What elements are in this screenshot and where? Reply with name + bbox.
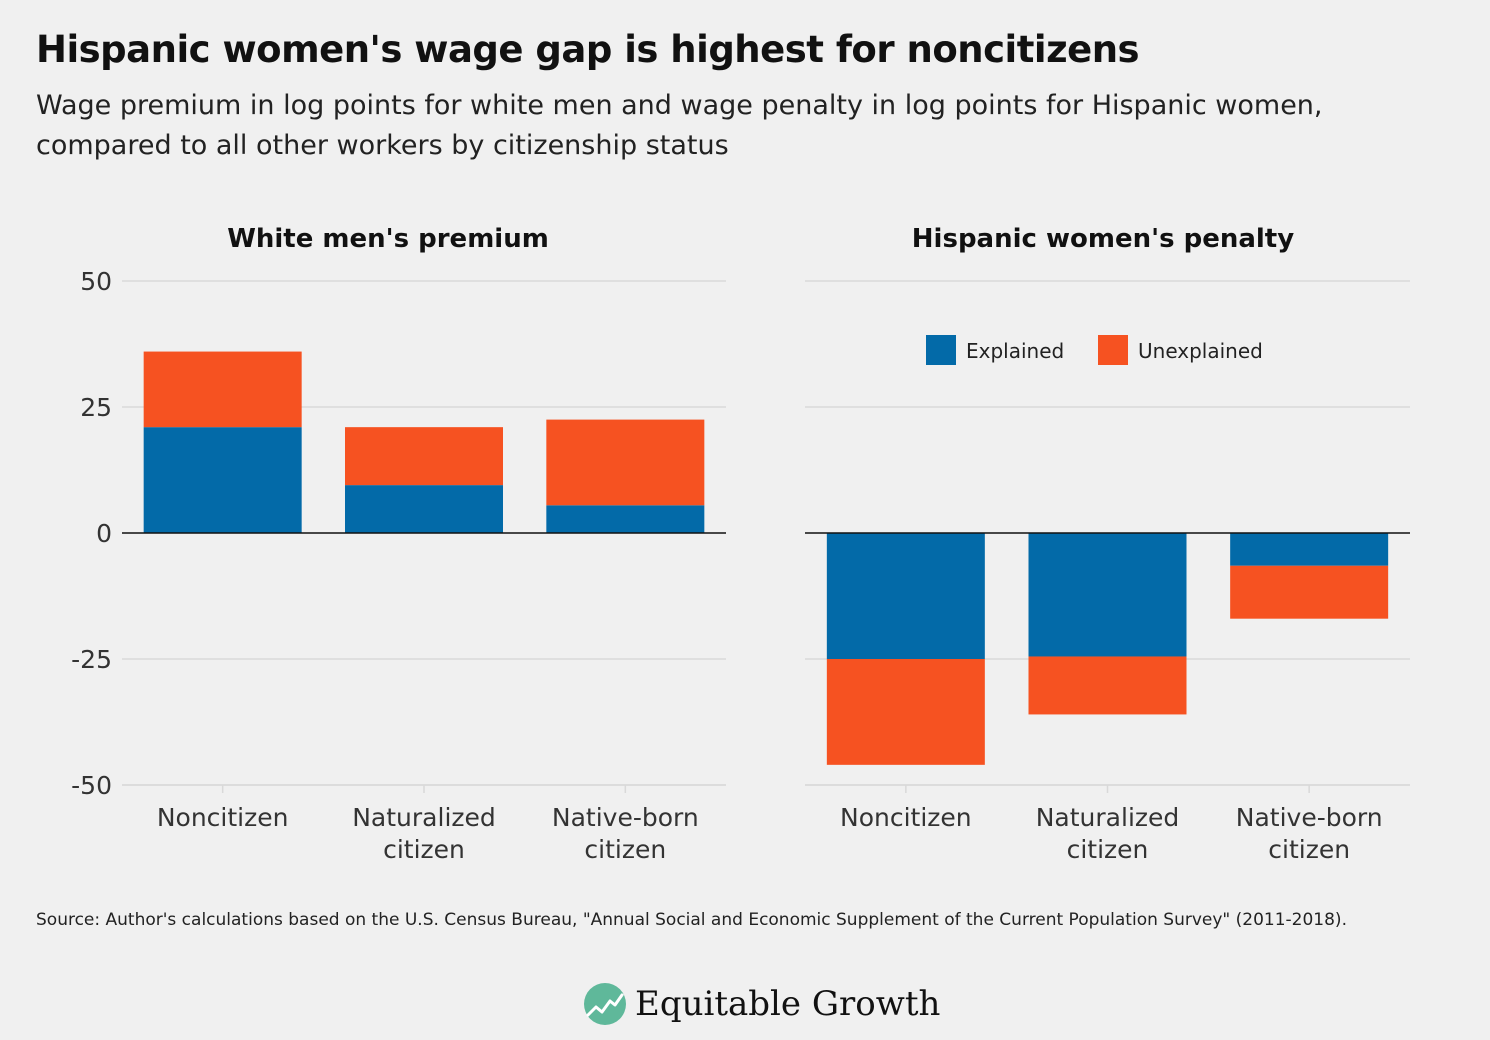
white-men-panel-title: White men's premium bbox=[227, 224, 549, 254]
hispanic-women-bar-explained bbox=[1230, 533, 1389, 566]
x-tick-label: Native-born citizen bbox=[1236, 803, 1383, 864]
growth-chart-icon bbox=[584, 983, 626, 1025]
hispanic-women-bar-unexplained bbox=[1230, 565, 1389, 619]
x-tick-label-line: Naturalized bbox=[352, 803, 496, 832]
x-tick-label: Naturalized citizen bbox=[1036, 803, 1180, 864]
x-tick-label: Naturalized citizen bbox=[352, 803, 496, 864]
white-men-bar-unexplained bbox=[143, 351, 302, 428]
x-tick-label: Noncitizen bbox=[157, 803, 289, 832]
hispanic-women-bar-unexplained bbox=[1028, 656, 1187, 715]
logo-text: Equitable Growth bbox=[635, 984, 941, 1024]
legend-label-explained: Explained bbox=[966, 339, 1064, 363]
y-tick-label: -25 bbox=[71, 645, 112, 674]
legend-label-unexplained: Unexplained bbox=[1138, 339, 1263, 363]
white-men-bar-unexplained bbox=[345, 427, 503, 486]
x-tick-label: Noncitizen bbox=[840, 803, 972, 832]
x-tick-label-line: Native-born bbox=[1236, 803, 1383, 832]
x-tick-label-line: Noncitizen bbox=[157, 803, 289, 832]
white-men-bar-unexplained bbox=[546, 419, 705, 506]
x-tick-label-line: citizen bbox=[383, 835, 465, 864]
y-tick-label: -50 bbox=[71, 771, 112, 800]
y-tick-label: 50 bbox=[80, 267, 112, 296]
white-men-bar-explained bbox=[546, 505, 705, 533]
source-note: Source: Author's calculations based on t… bbox=[36, 910, 1347, 930]
x-tick-label-line: Noncitizen bbox=[840, 803, 972, 832]
x-tick-label-line: citizen bbox=[1268, 835, 1350, 864]
hispanic-women-panel-title: Hispanic women's penalty bbox=[912, 224, 1294, 254]
x-tick-label-line: Naturalized bbox=[1036, 803, 1180, 832]
hispanic-women-bar-explained bbox=[1028, 533, 1187, 657]
x-tick-label-line: citizen bbox=[1067, 835, 1149, 864]
white-men-bar-explained bbox=[143, 427, 302, 533]
equitable-growth-logo: Equitable Growth bbox=[583, 982, 940, 1026]
legend-swatch-unexplained bbox=[1098, 335, 1128, 365]
hispanic-women-bar-unexplained bbox=[826, 659, 985, 765]
hispanic-women-bar-explained bbox=[826, 533, 985, 659]
x-tick-label-line: Native-born bbox=[552, 803, 699, 832]
charts-area: White men's premium 50 25 -25 -50 0 Noncitizen… bbox=[71, 224, 1410, 864]
x-tick-label-line: citizen bbox=[584, 835, 666, 864]
chart-title: Hispanic women's wage gap is highest for… bbox=[36, 28, 1140, 71]
y-tick-label: 25 bbox=[80, 393, 112, 422]
y-tick-label: 0 bbox=[96, 519, 112, 548]
chart-subtitle: Wage premium in log points for white men… bbox=[36, 90, 1323, 161]
x-tick-label: Native-born citizen bbox=[552, 803, 699, 864]
white-men-bar-explained bbox=[345, 485, 503, 533]
legend-swatch-explained bbox=[926, 335, 956, 365]
